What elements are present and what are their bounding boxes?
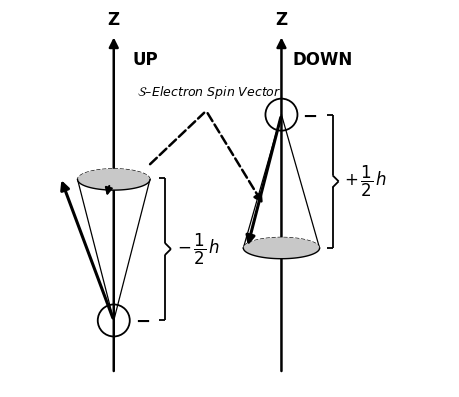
Text: −: − <box>302 108 317 125</box>
Text: −: − <box>135 313 150 331</box>
Text: DOWN: DOWN <box>292 51 353 69</box>
Text: $-\,\dfrac{1}{2}\,h$: $-\,\dfrac{1}{2}\,h$ <box>176 231 219 267</box>
Text: Z: Z <box>275 11 287 29</box>
Text: $\mathcal{S}$–Electron Spin Vector: $\mathcal{S}$–Electron Spin Vector <box>136 84 280 101</box>
Text: Z: Z <box>107 11 119 29</box>
Text: $+\,\dfrac{1}{2}\,h$: $+\,\dfrac{1}{2}\,h$ <box>344 164 387 199</box>
Ellipse shape <box>243 237 319 259</box>
Ellipse shape <box>78 169 150 190</box>
Text: UP: UP <box>133 51 158 69</box>
